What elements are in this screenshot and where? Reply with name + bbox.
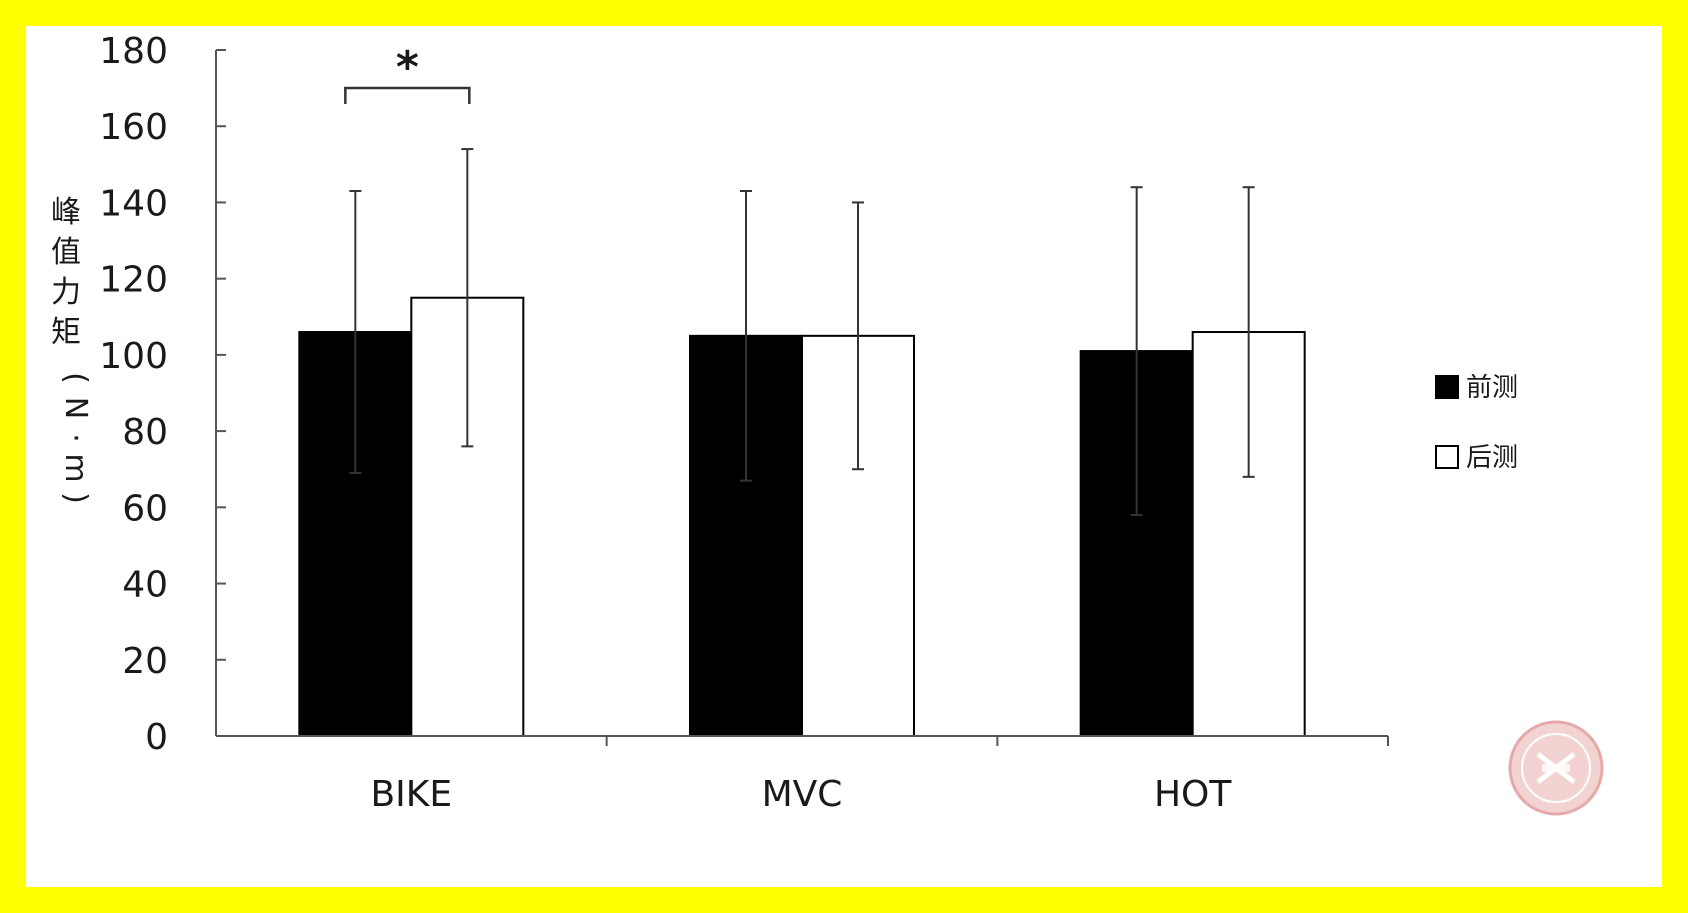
axes: [215, 50, 1389, 746]
category-label: HOT: [1154, 774, 1232, 815]
legend-swatch: [1435, 375, 1459, 399]
y-axis-ticks: 0 20 40 60 80 100 120 140 160 180: [99, 31, 226, 758]
bars-group: [298, 296, 1306, 737]
x-axis-categories: BIKE MVC HOT: [370, 774, 1232, 815]
significance-bracket: [344, 86, 471, 104]
category-label: BIKE: [370, 774, 452, 815]
y-label-char: 峰: [51, 195, 81, 230]
seal-logo-icon: [1508, 720, 1604, 816]
significance-annotation: *: [344, 42, 471, 104]
y-tick-label: 20: [122, 641, 168, 682]
legend-label: 前测: [1466, 373, 1518, 403]
category-label: MVC: [762, 774, 843, 815]
error-bars-group: [349, 148, 1255, 516]
chart-frame: 峰值力矩 ( N · m) 0 20 40 60 80 100 120 140 160 180 BIKE M…: [26, 26, 1662, 887]
significance-star: *: [396, 42, 419, 93]
legend-label: 后测: [1466, 443, 1518, 473]
y-label-char: (: [58, 372, 93, 384]
y-tick-label: 120: [99, 260, 168, 301]
y-tick-label: 140: [99, 183, 168, 224]
y-tick-label: 40: [122, 565, 168, 606]
y-tick-label: 60: [122, 488, 168, 529]
y-tick-label: 180: [99, 31, 168, 72]
legend-swatch: [1435, 445, 1459, 469]
y-tick-label: 100: [99, 336, 168, 377]
y-label-char: 值: [51, 235, 81, 270]
y-label-char: 力: [51, 275, 81, 310]
y-tick-label: 0: [145, 717, 168, 758]
y-label-char: m: [58, 453, 93, 482]
y-tick-label: 80: [122, 412, 168, 453]
y-label-char: 矩: [51, 315, 81, 350]
y-label-char: N: [58, 397, 93, 419]
y-label-char: ): [58, 492, 93, 504]
y-label-char: ·: [58, 433, 93, 443]
y-tick-label: 160: [99, 107, 168, 148]
